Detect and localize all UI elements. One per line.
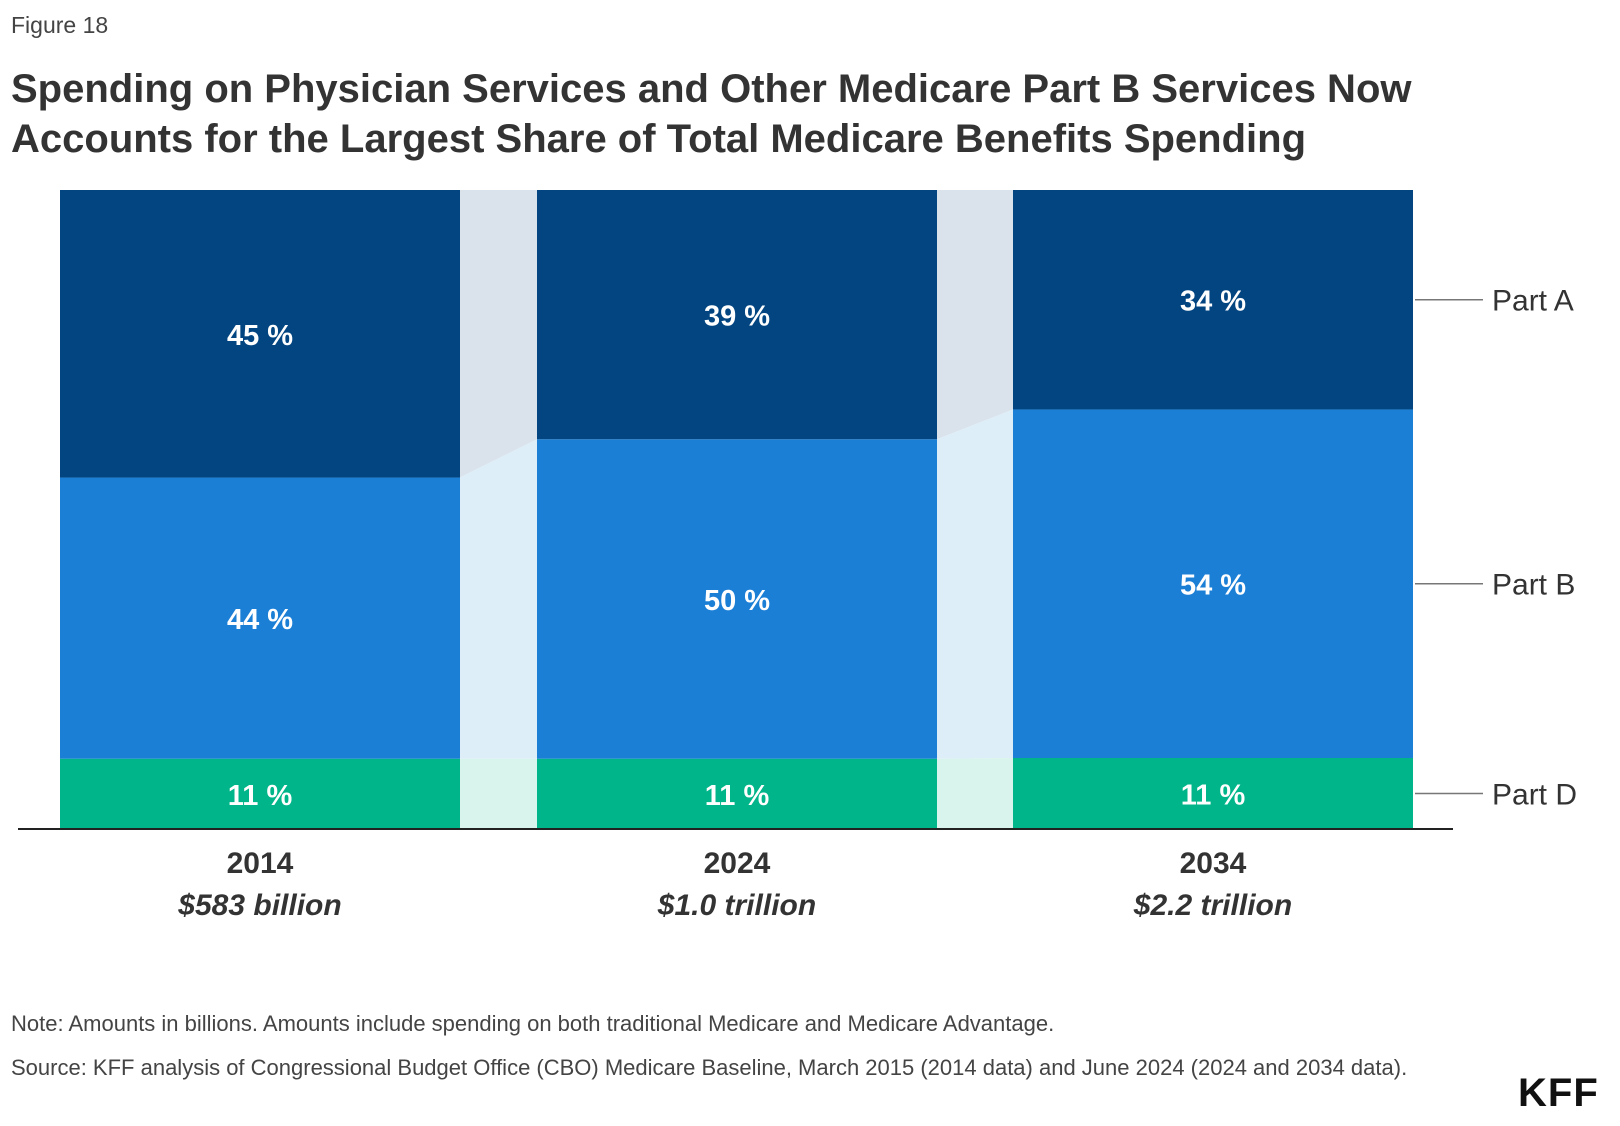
chart-title: Spending on Physician Services and Other… xyxy=(11,67,1412,161)
bar-part-d-2024 xyxy=(537,758,937,829)
bar-part-a-2014 xyxy=(60,190,460,478)
bar-part-b-2014 xyxy=(60,477,460,759)
x-sublabel-2014: $583 billion xyxy=(177,889,341,922)
bar-part-d-2034 xyxy=(1013,758,1413,829)
bar-part-b-2034 xyxy=(1013,409,1413,758)
data-label-part-d-2024: 11 % xyxy=(705,780,770,812)
legend-label-part-b: Part B xyxy=(1492,569,1575,602)
x-sublabel-2024: $1.0 trillion xyxy=(657,889,816,922)
data-label-part-d-2014: 11 % xyxy=(228,780,293,812)
figure-label: Figure 18 xyxy=(11,12,109,38)
chart-source: Source: KFF analysis of Congressional Bu… xyxy=(11,1055,1408,1080)
connector-part-d-0 xyxy=(460,758,537,829)
bar-part-b-2024 xyxy=(537,439,937,759)
data-label-part-a-2034: 34 % xyxy=(1180,286,1246,318)
chart-note: Note: Amounts in billions. Amounts inclu… xyxy=(11,1011,1055,1036)
connector-part-b-1 xyxy=(937,409,1013,759)
kff-logo: KFF xyxy=(1518,1071,1599,1115)
x-tick-label-2034: 2034 xyxy=(1180,847,1247,880)
x-tick-label-2014: 2014 xyxy=(227,847,294,880)
data-label-part-b-2024: 50 % xyxy=(704,585,770,617)
x-tick-label-2024: 2024 xyxy=(704,847,771,880)
data-label-part-b-2014: 44 % xyxy=(227,604,293,636)
data-label-part-b-2034: 54 % xyxy=(1180,570,1246,602)
connector-part-a-1 xyxy=(937,190,1013,440)
connector-part-d-1 xyxy=(937,758,1013,829)
legend-label-part-a: Part A xyxy=(1492,285,1574,318)
connector-part-b-0 xyxy=(460,439,537,759)
data-label-part-a-2014: 45 % xyxy=(227,320,293,352)
bar-part-d-2014 xyxy=(60,758,460,829)
x-sublabel-2034: $2.2 trillion xyxy=(1133,889,1292,922)
bar-part-a-2024 xyxy=(537,190,937,440)
connector-part-a-0 xyxy=(460,190,537,478)
data-label-part-d-2034: 11 % xyxy=(1181,780,1246,812)
legend-label-part-d: Part D xyxy=(1492,779,1577,812)
data-label-part-a-2024: 39 % xyxy=(704,301,770,333)
bar-part-a-2034 xyxy=(1013,190,1413,410)
stacked-bar-chart: 11 % 44 % 45 % 11 % 50 % 39 % 11 % 54 % 34 % 2014… xyxy=(18,190,1577,922)
